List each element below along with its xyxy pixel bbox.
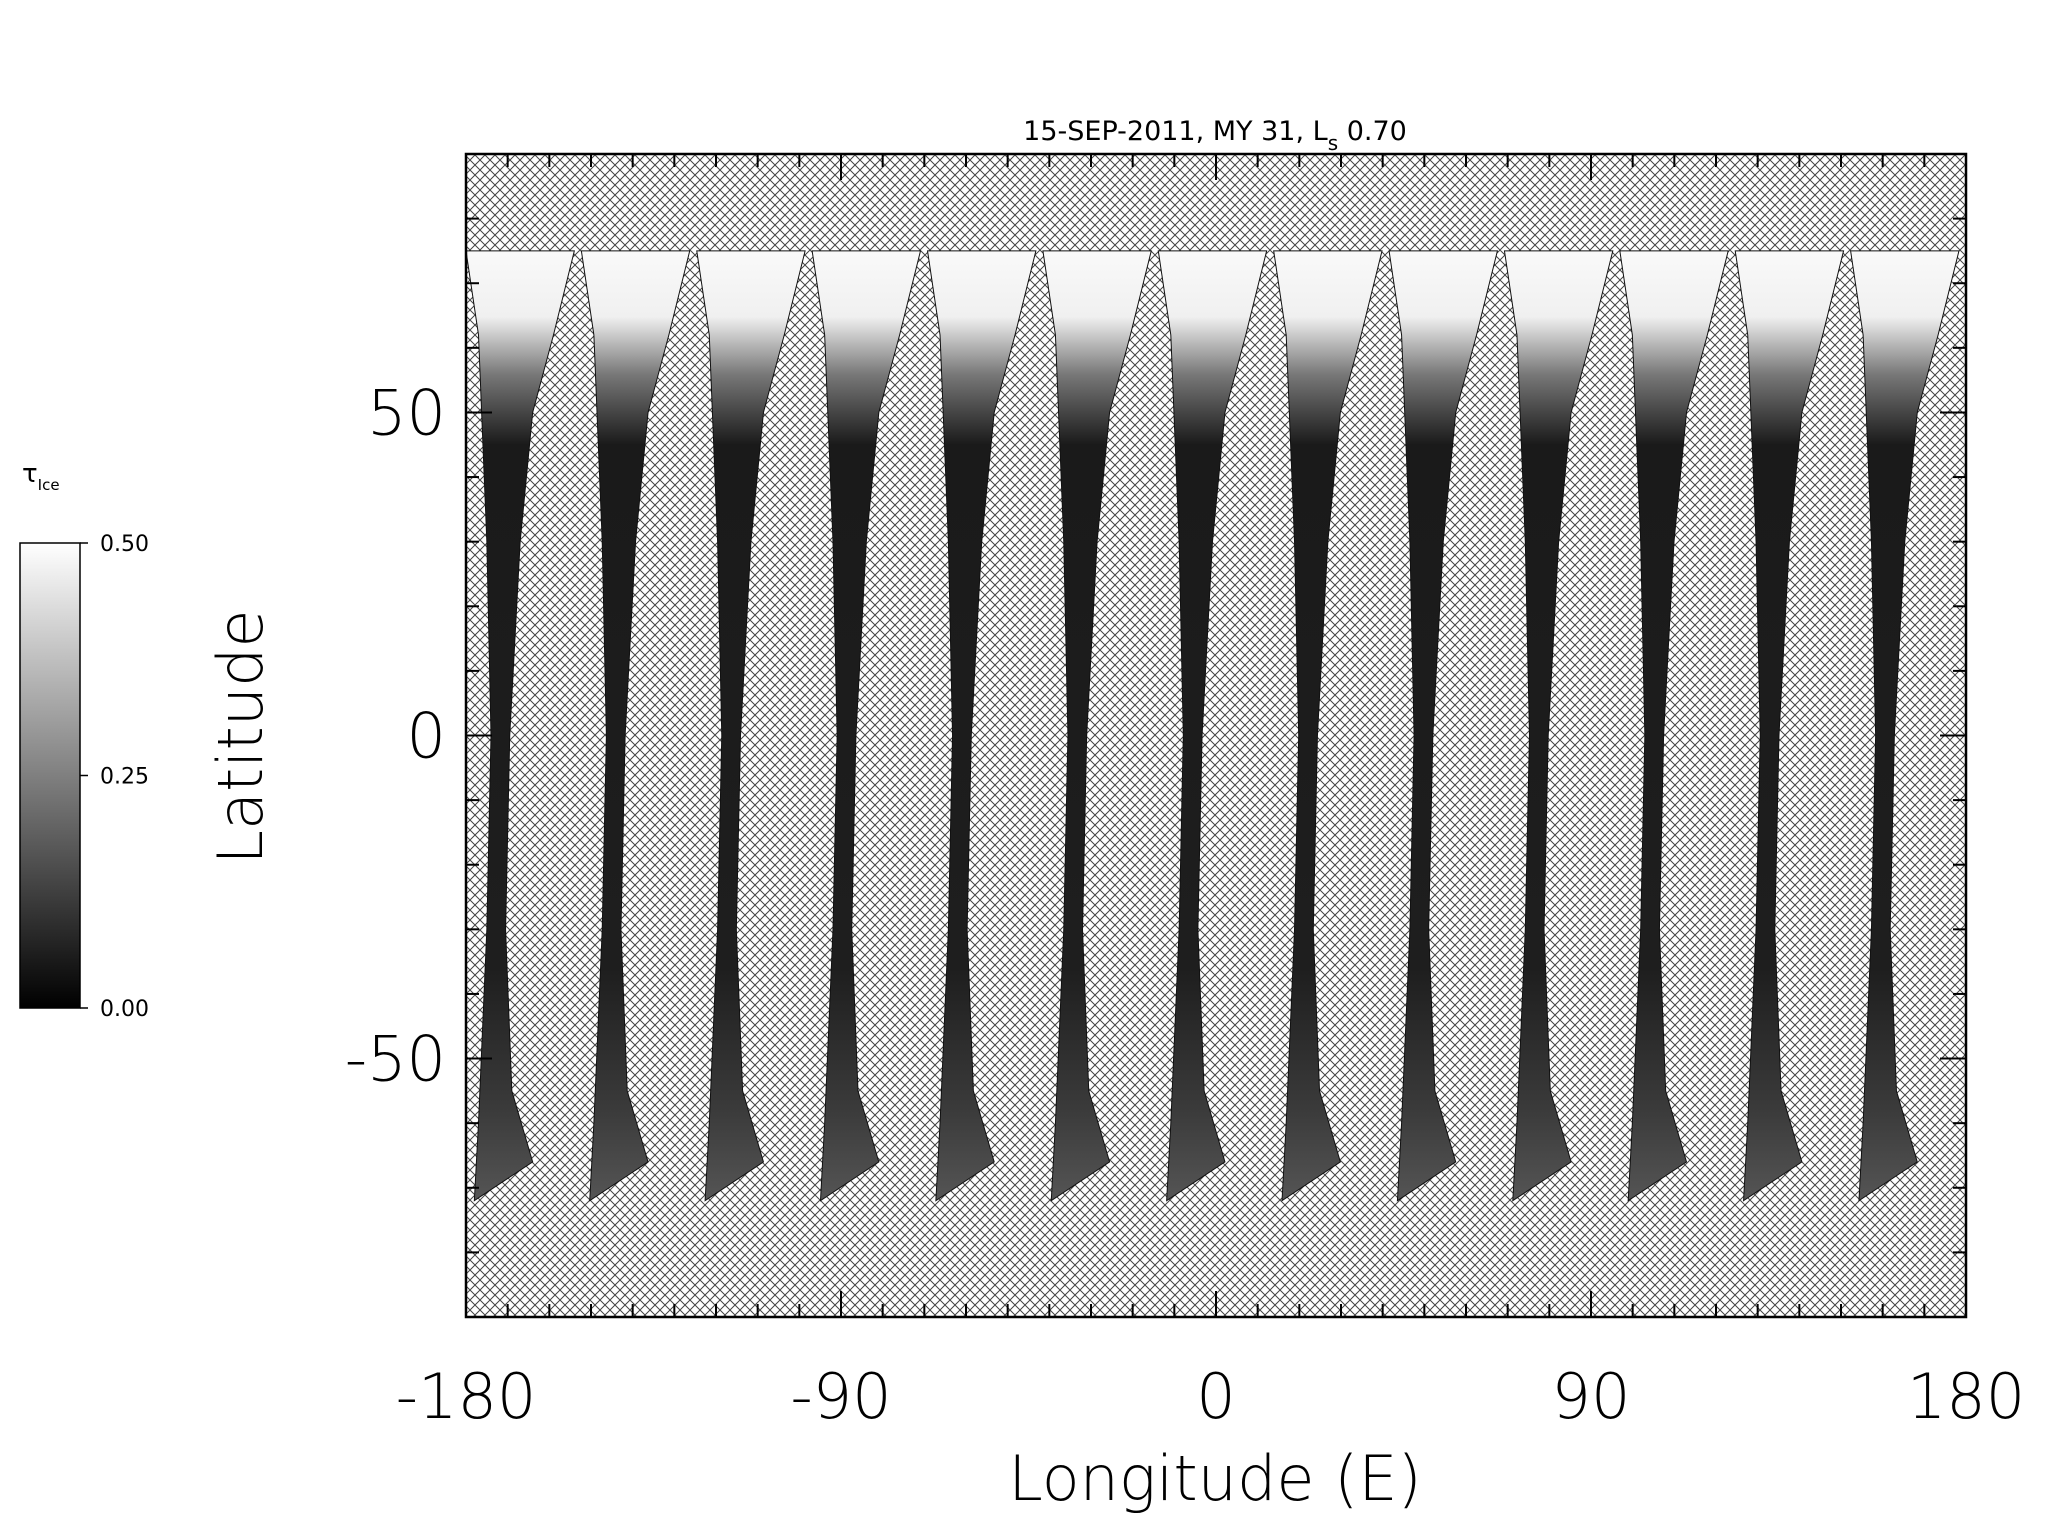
colorbar-tick-label: 0.00 <box>100 997 149 1022</box>
y-axis-label: Latitude <box>204 609 277 864</box>
x-tick-label: -180 <box>396 1360 537 1433</box>
colorbar <box>19 542 81 1009</box>
swath <box>1850 250 1960 1202</box>
x-tick-label: 90 <box>1552 1360 1631 1433</box>
title-subscript: s <box>1328 131 1338 155</box>
x-tick-label: 0 <box>1196 1360 1235 1433</box>
swath <box>1273 250 1383 1202</box>
swath <box>1157 250 1268 1202</box>
x-tick-label: -90 <box>790 1360 891 1433</box>
y-tick-label: -50 <box>345 1023 446 1096</box>
colorbar-tick-label: 0.25 <box>100 765 149 790</box>
swath <box>1042 250 1152 1202</box>
swath <box>1619 250 1729 1202</box>
swath <box>811 250 922 1202</box>
swath <box>1503 250 1614 1202</box>
title-suffix: 0.70 <box>1338 116 1407 147</box>
swath <box>926 250 1037 1202</box>
y-tick-label: 0 <box>407 700 446 773</box>
swath <box>696 250 806 1202</box>
swath <box>1734 250 1845 1202</box>
swath <box>580 250 691 1202</box>
colorbar-label: τIce <box>22 459 60 494</box>
colorbar-label-subscript: Ice <box>38 476 60 494</box>
x-tick-label: 180 <box>1907 1360 2025 1433</box>
swath <box>465 250 575 1202</box>
x-axis-label: Longitude (E) <box>1008 1442 1421 1515</box>
title-text: 15-SEP-2011, MY 31, L <box>1023 116 1328 147</box>
colorbar-label-text: τ <box>22 459 38 489</box>
swath <box>1388 250 1499 1202</box>
chart-title: 15-SEP-2011, MY 31, Ls 0.70 <box>1023 116 1407 155</box>
colorbar-tick-label: 0.50 <box>100 532 149 557</box>
y-tick-label: 50 <box>367 376 446 449</box>
